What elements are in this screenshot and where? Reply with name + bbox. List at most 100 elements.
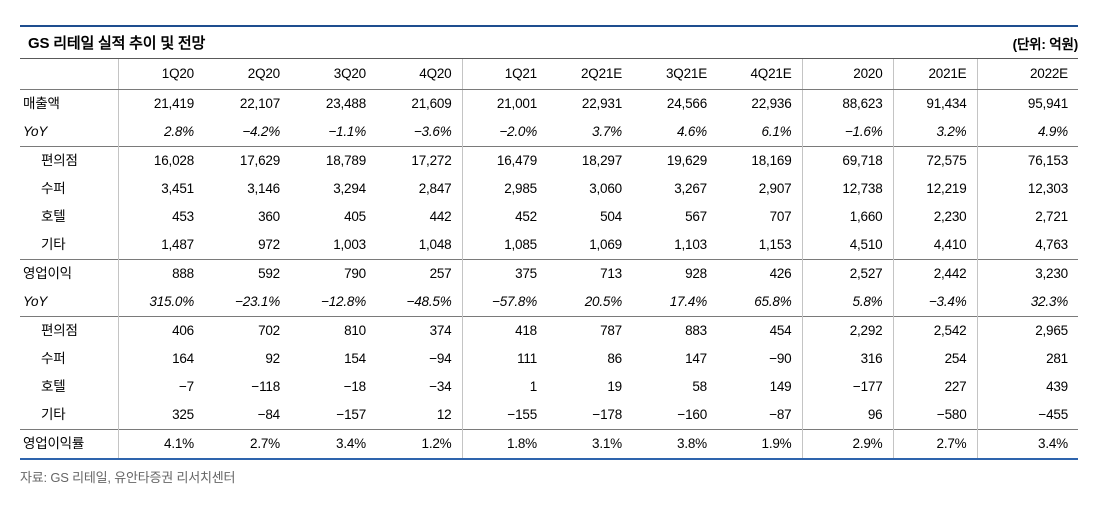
header-row: 1Q20 2Q20 3Q20 4Q20 1Q21 2Q21E 3Q21E 4Q21E 2020 2… <box>20 59 1078 90</box>
table-cell: 3.7% <box>592 124 622 139</box>
table-cell: 4.6% <box>677 124 707 139</box>
table-cell: −7 <box>179 379 194 394</box>
table-cell: 18,789 <box>290 146 376 175</box>
table-cell: 227 <box>893 373 978 401</box>
table-cell: −580 <box>893 401 978 430</box>
table-cell: −160 <box>677 407 707 422</box>
table-cell: −178 <box>592 407 622 422</box>
table-cell: 972 <box>258 237 280 252</box>
table-cell: 325 <box>172 407 194 422</box>
table-cell: 2.7% <box>893 429 978 460</box>
table-cell: 4,410 <box>893 231 978 260</box>
table-cell: 3.4% <box>977 429 1078 460</box>
table-cell: 149 <box>717 373 803 401</box>
table-cell: 567 <box>685 209 707 224</box>
table-cell: 4,763 <box>1035 237 1068 252</box>
table-cell: 12,738 <box>802 175 894 203</box>
row-label: 수퍼 <box>20 345 119 373</box>
table-cell: 1,153 <box>717 231 803 260</box>
column-header: 2Q20 <box>204 59 290 90</box>
column-header: 1Q21 <box>462 59 547 90</box>
column-header: 3Q20 <box>290 59 376 90</box>
table-cell: 375 <box>462 259 547 288</box>
table-cell: 3,230 <box>977 259 1078 288</box>
table-cell: 2,230 <box>893 203 978 231</box>
table-cell: 16,028 <box>118 146 204 175</box>
table-cell: 20.5% <box>584 294 622 309</box>
table-cell: 1,103 <box>674 237 707 252</box>
table-cell: −3.4% <box>893 288 978 317</box>
table-cell: 12 <box>376 401 463 430</box>
table-cell: 2,847 <box>376 175 463 203</box>
table-cell: 713 <box>547 259 632 288</box>
table-cell: −18 <box>343 379 367 394</box>
column-header: 4Q20 <box>376 59 463 90</box>
table-cell: 316 <box>802 345 894 373</box>
table-cell: 3,451 <box>161 181 194 196</box>
table-cell: 1,048 <box>376 231 463 260</box>
table-cell: 21,001 <box>496 96 537 111</box>
row-label: 수퍼 <box>20 175 119 203</box>
table-cell: 4,510 <box>802 231 894 260</box>
table-cell: 3.1% <box>547 429 632 460</box>
table-cell: 1,487 <box>161 237 194 252</box>
table-cell: 91,434 <box>893 89 978 118</box>
table-cell: −12.8% <box>321 294 366 309</box>
table-cell: 21,419 <box>153 96 194 111</box>
table-cell: −48.5% <box>376 288 463 317</box>
table-row: 수퍼 3,451 3,146 3,294 2,847 2,985 3,060 3,267 2,9… <box>20 175 1078 203</box>
table-row: 기타 1,487 972 1,003 1,048 1,085 1,069 1,103 1,153… <box>20 231 1078 260</box>
table-row: 기타 325 −84 −157 12 −155 −178 −160 −87 96 −580 −455 <box>20 401 1078 430</box>
table-cell: 1 <box>529 379 538 394</box>
table-cell: 374 <box>376 316 463 345</box>
table-cell: 3,294 <box>333 181 366 196</box>
table-row: 영업이익률 4.1% 2.7% 3.4% 1.2% 1.8% 3.1% 3.8% 1.9% 2.9… <box>20 429 1078 460</box>
table-row: YoY 2.8% −4.2% −1.1% −3.6% −2.0% 3.7% 4.6% 6.1% −… <box>20 118 1078 147</box>
row-label: 편의점 <box>20 146 119 175</box>
table-cell: 2,292 <box>802 316 894 345</box>
table-cell: −84 <box>257 407 281 422</box>
table-cell: 24,566 <box>666 96 707 111</box>
table-cell: 439 <box>1046 379 1068 394</box>
table-cell: 1,660 <box>802 203 894 231</box>
table-cell: 790 <box>290 259 376 288</box>
table-cell: 3.2% <box>893 118 978 147</box>
table-cell: 281 <box>1046 351 1068 366</box>
table-cell: 442 <box>376 203 463 231</box>
row-label: YoY <box>20 288 119 317</box>
table-cell: −87 <box>717 401 803 430</box>
table-cell: 787 <box>547 316 632 345</box>
table-cell: 2,721 <box>1035 209 1068 224</box>
table-cell: 18,297 <box>547 146 632 175</box>
table-cell: 2,907 <box>717 175 803 203</box>
table-cell: 17.4% <box>669 294 707 309</box>
table-cell: −3.6% <box>376 118 463 147</box>
table-cell: 22,936 <box>717 89 803 118</box>
table-cell: 86 <box>607 351 622 366</box>
unit-label: (단위: 억원) <box>1012 36 1079 52</box>
table-cell: 883 <box>632 316 717 345</box>
column-header: 2022E <box>977 59 1078 90</box>
column-header: 2021E <box>893 59 978 90</box>
table-cell: 22,931 <box>581 96 622 111</box>
title-row: GS 리테일 실적 추이 및 전망 (단위: 억원) <box>20 27 1078 59</box>
table-cell: −1.1% <box>328 124 366 139</box>
table-cell: 17,629 <box>204 146 290 175</box>
table-cell: 3,146 <box>247 181 280 196</box>
table-cell: 96 <box>802 401 894 430</box>
table-cell: −94 <box>376 345 463 373</box>
table-cell: 1,003 <box>333 237 366 252</box>
table-body: 매출액 21,419 22,107 23,488 21,609 21,001 22,931 2… <box>20 89 1078 460</box>
table-cell: 454 <box>717 316 803 345</box>
table-cell: 426 <box>717 259 803 288</box>
table-row: 호텔 453 360 405 442 452 504 567 707 1,660 2,230 2,72… <box>20 203 1078 231</box>
column-header: 1Q20 <box>118 59 204 90</box>
table-cell: 4.1% <box>118 429 204 460</box>
table-cell: 1,085 <box>504 237 537 252</box>
table-cell: 452 <box>515 209 537 224</box>
table-cell: 92 <box>265 351 280 366</box>
table-cell: 1.9% <box>717 429 803 460</box>
table-cell: −155 <box>507 407 537 422</box>
column-header: 2020 <box>802 59 894 90</box>
table-cell: 58 <box>692 379 707 394</box>
